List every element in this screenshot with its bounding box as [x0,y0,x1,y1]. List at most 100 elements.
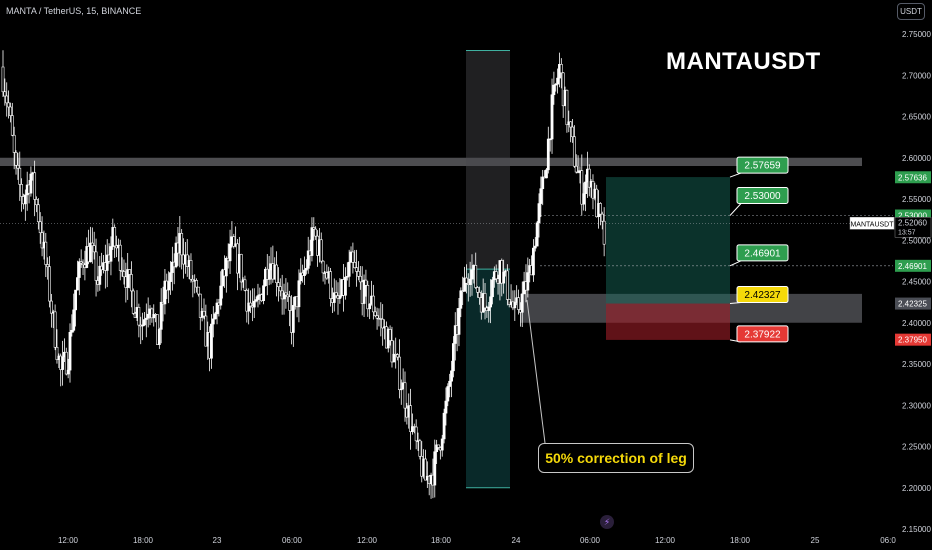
x-tick-label: 23 [213,536,222,545]
candle [304,259,308,275]
y-tick-label: 2.60000 [902,154,931,163]
axis-badge-green: 2.46901 [895,259,931,272]
candle [587,164,591,197]
candle [398,339,401,399]
price-level-target[interactable]: 2.46901 [729,244,789,267]
annotation-label: 50% correction of leg [538,443,694,473]
candle [48,256,51,308]
zone-leg_gray [466,50,510,270]
candle [450,360,453,398]
y-tick-label: 2.65000 [902,113,931,122]
candle [602,207,606,257]
candle [559,58,563,89]
candle [545,168,548,179]
candle [278,278,282,297]
candle [366,280,370,317]
candle [303,256,306,285]
price-level-entry[interactable]: 2.42327 [729,286,789,305]
candle [286,282,290,302]
symbol-header[interactable]: MANTA / TetherUS, 15, BINANCE [6,6,142,16]
candle [180,229,184,270]
lightning-icon[interactable]: ⚡ [600,515,614,529]
candle [141,312,144,341]
candle [364,269,368,297]
candle [10,102,14,137]
candle [38,212,42,244]
candle [548,138,552,152]
candle [572,125,576,168]
candle [14,150,18,175]
y-tick-label: 2.55000 [902,195,931,204]
candle [213,311,217,320]
candle [7,90,10,119]
svg-text:2.52060: 2.52060 [898,218,927,227]
chart-title: MANTAUSDT [666,48,821,75]
candle [150,307,154,323]
candle [344,267,347,300]
candle [533,237,537,252]
x-tick-label: 24 [512,536,521,545]
candle [204,304,208,347]
candle [256,283,260,308]
axis-badge-gray: 2.42325 [895,297,931,310]
candle [526,257,530,298]
x-tick-label: 18:00 [730,536,751,545]
price-level-stop[interactable]: 2.37922 [729,325,789,343]
candle [126,252,130,300]
candle [35,196,38,213]
candle [53,304,57,351]
candle [159,288,163,344]
candle [310,217,314,262]
currency-button[interactable]: USDT [897,3,925,20]
candle [418,438,422,460]
candle [275,251,278,297]
x-tick-label: 25 [811,536,820,545]
candle [44,232,48,278]
candle [338,278,342,304]
price-level-target[interactable]: 2.53000 [729,187,789,216]
x-tick-label: 06:0 [880,536,896,545]
candle [29,166,33,197]
candle [18,151,22,201]
candle [358,266,362,290]
candle [20,178,24,212]
candle [448,373,452,398]
candle [489,279,493,324]
candle [118,239,122,281]
svg-text:2.37950: 2.37950 [898,336,927,345]
candle [556,68,560,94]
candle [239,253,243,291]
candle [561,72,565,118]
candle [314,226,318,240]
candle [267,255,271,286]
candle [198,293,202,331]
candle [131,288,135,315]
candle [232,233,236,249]
candle [167,271,171,304]
candle [252,288,256,319]
candle [23,189,27,221]
candle [505,264,509,306]
candle [210,314,213,369]
candle [451,336,455,378]
candle [569,121,573,143]
candle [546,126,550,174]
zone-target_zone [606,177,730,304]
candle [70,314,74,337]
candle [262,279,265,305]
candle [371,284,375,320]
candle [299,258,303,285]
price-level-target[interactable]: 2.57659 [729,156,789,178]
candle [247,288,251,325]
candle [381,304,385,346]
candle [329,267,332,307]
candle [532,239,535,282]
candle [394,337,398,369]
candle [146,297,150,328]
candle [414,419,418,450]
candle [580,154,584,216]
symbol-tag: MANTAUSDT [849,217,895,230]
axis-badge-red: 2.37950 [895,333,931,346]
x-tick-label: 06:00 [580,536,601,545]
